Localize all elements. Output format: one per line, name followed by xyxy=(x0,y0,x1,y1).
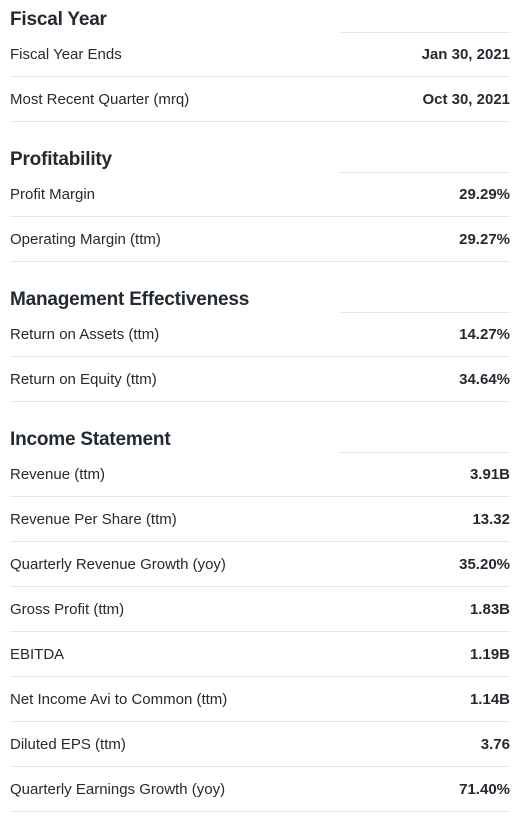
table-row: Fiscal Year Ends Jan 30, 2021 xyxy=(10,32,510,77)
section-profitability: Profitability Profit Margin 29.29% Opera… xyxy=(10,140,510,262)
row-value: 34.64% xyxy=(459,371,510,388)
row-label: Revenue Per Share (ttm) xyxy=(10,511,177,528)
row-label: Most Recent Quarter (mrq) xyxy=(10,91,190,108)
row-value: 14.27% xyxy=(459,326,510,343)
table-row: Most Recent Quarter (mrq) Oct 30, 2021 xyxy=(10,77,510,122)
section-fiscal-year: Fiscal Year Fiscal Year Ends Jan 30, 202… xyxy=(10,0,510,122)
row-value: Oct 30, 2021 xyxy=(422,91,510,108)
row-value: Jan 30, 2021 xyxy=(421,46,510,63)
row-label: Diluted EPS (ttm) xyxy=(10,736,126,753)
row-value: 71.40% xyxy=(459,781,510,798)
table-row: Quarterly Revenue Growth (yoy) 35.20% xyxy=(10,542,510,587)
table-row: Return on Assets (ttm) 14.27% xyxy=(10,312,510,357)
row-label: Profit Margin xyxy=(10,186,96,203)
row-value: 29.27% xyxy=(459,231,510,248)
section-title: Management Effectiveness xyxy=(10,289,250,310)
row-value: 13.32 xyxy=(472,511,510,528)
table-row: Revenue (ttm) 3.91B xyxy=(10,452,510,497)
section-management-effectiveness: Management Effectiveness Return on Asset… xyxy=(10,280,510,402)
table-row: Net Income Avi to Common (ttm) 1.14B xyxy=(10,677,510,722)
row-value: 3.91B xyxy=(469,466,510,483)
row-label: Fiscal Year Ends xyxy=(10,46,122,63)
row-value: 29.29% xyxy=(459,186,510,203)
row-label: EBITDA xyxy=(10,646,65,663)
section-title: Profitability xyxy=(10,149,112,170)
table-row: EBITDA 1.19B xyxy=(10,632,510,677)
row-value: 3.76 xyxy=(480,736,510,753)
row-value: 35.20% xyxy=(459,556,510,573)
row-label: Net Income Avi to Common (ttm) xyxy=(10,691,228,708)
section-title: Income Statement xyxy=(10,429,171,450)
section-spacer xyxy=(10,262,510,280)
row-value: 1.19B xyxy=(469,646,510,663)
row-label: Return on Assets (ttm) xyxy=(10,326,160,343)
table-row: Quarterly Earnings Growth (yoy) 71.40% xyxy=(10,767,510,812)
row-label: Quarterly Earnings Growth (yoy) xyxy=(10,781,226,798)
table-row: Operating Margin (ttm) 29.27% xyxy=(10,217,510,262)
row-value: 1.83B xyxy=(469,601,510,618)
table-row: Profit Margin 29.29% xyxy=(10,172,510,217)
section-spacer xyxy=(10,122,510,140)
row-label: Operating Margin (ttm) xyxy=(10,231,161,248)
section-income-statement: Income Statement Revenue (ttm) 3.91B Rev… xyxy=(10,420,510,812)
section-title: Fiscal Year xyxy=(10,9,107,30)
row-label: Quarterly Revenue Growth (yoy) xyxy=(10,556,226,573)
section-spacer xyxy=(10,402,510,420)
table-row: Gross Profit (ttm) 1.83B xyxy=(10,587,510,632)
row-label: Gross Profit (ttm) xyxy=(10,601,125,618)
table-row: Return on Equity (ttm) 34.64% xyxy=(10,357,510,402)
row-value: 1.14B xyxy=(469,691,510,708)
table-row: Revenue Per Share (ttm) 13.32 xyxy=(10,497,510,542)
table-row: Diluted EPS (ttm) 3.76 xyxy=(10,722,510,767)
row-label: Return on Equity (ttm) xyxy=(10,371,157,388)
row-label: Revenue (ttm) xyxy=(10,466,106,483)
